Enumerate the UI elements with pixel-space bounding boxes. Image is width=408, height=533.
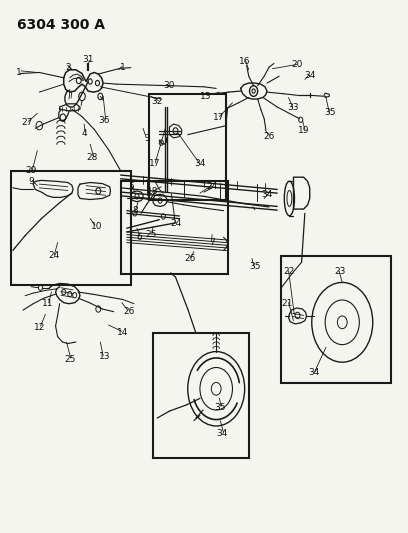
Text: 24: 24 [48, 252, 59, 260]
Text: 29: 29 [26, 166, 37, 175]
Text: 35: 35 [249, 262, 261, 271]
Text: 1: 1 [120, 63, 126, 71]
Text: 11: 11 [42, 299, 53, 308]
Text: 13: 13 [99, 352, 110, 361]
Text: 4: 4 [81, 129, 87, 138]
Text: 25: 25 [146, 230, 157, 239]
Text: 31: 31 [82, 55, 94, 63]
Text: 6304 300 A: 6304 300 A [17, 18, 105, 31]
Text: 35: 35 [215, 403, 226, 412]
Text: 23: 23 [335, 268, 346, 276]
Text: 28: 28 [86, 153, 98, 162]
Text: 15: 15 [200, 92, 212, 101]
Text: 19: 19 [298, 126, 309, 135]
Text: 17: 17 [213, 113, 224, 122]
Text: 6: 6 [136, 233, 142, 242]
Text: 16: 16 [239, 58, 251, 66]
Bar [153, 333, 249, 458]
Text: 26: 26 [123, 307, 135, 316]
Text: 14: 14 [117, 328, 129, 337]
Text: 5: 5 [128, 182, 134, 191]
Text: 36: 36 [99, 116, 110, 125]
Text: 7: 7 [209, 238, 215, 247]
Text: 3: 3 [144, 134, 150, 143]
Text: 34: 34 [194, 159, 206, 168]
Text: 8: 8 [132, 206, 138, 215]
Text: 21: 21 [282, 299, 293, 308]
Text: 10: 10 [91, 222, 102, 231]
Text: 18: 18 [147, 187, 159, 196]
Text: 24: 24 [170, 220, 181, 229]
Text: 2: 2 [65, 63, 71, 71]
Text: 1: 1 [16, 68, 22, 77]
Text: 34: 34 [262, 190, 273, 199]
Text: 26: 26 [184, 254, 195, 263]
Bar [11, 171, 131, 285]
Text: 26: 26 [264, 132, 275, 141]
Text: 34: 34 [304, 70, 315, 79]
Text: 9: 9 [28, 177, 34, 186]
Bar [149, 94, 226, 200]
Bar [281, 256, 391, 383]
Bar [121, 181, 228, 274]
Text: 30: 30 [164, 81, 175, 90]
Text: 34: 34 [217, 430, 228, 439]
Text: 22: 22 [284, 268, 295, 276]
Text: 35: 35 [324, 108, 336, 117]
Text: 12: 12 [33, 323, 45, 332]
Text: 34: 34 [308, 368, 319, 377]
Text: 32: 32 [151, 97, 163, 106]
Text: 20: 20 [292, 60, 303, 69]
Text: 33: 33 [288, 102, 299, 111]
Text: 17: 17 [149, 159, 160, 168]
Text: 24: 24 [206, 182, 218, 191]
Text: 27: 27 [22, 118, 33, 127]
Text: 25: 25 [64, 355, 75, 364]
